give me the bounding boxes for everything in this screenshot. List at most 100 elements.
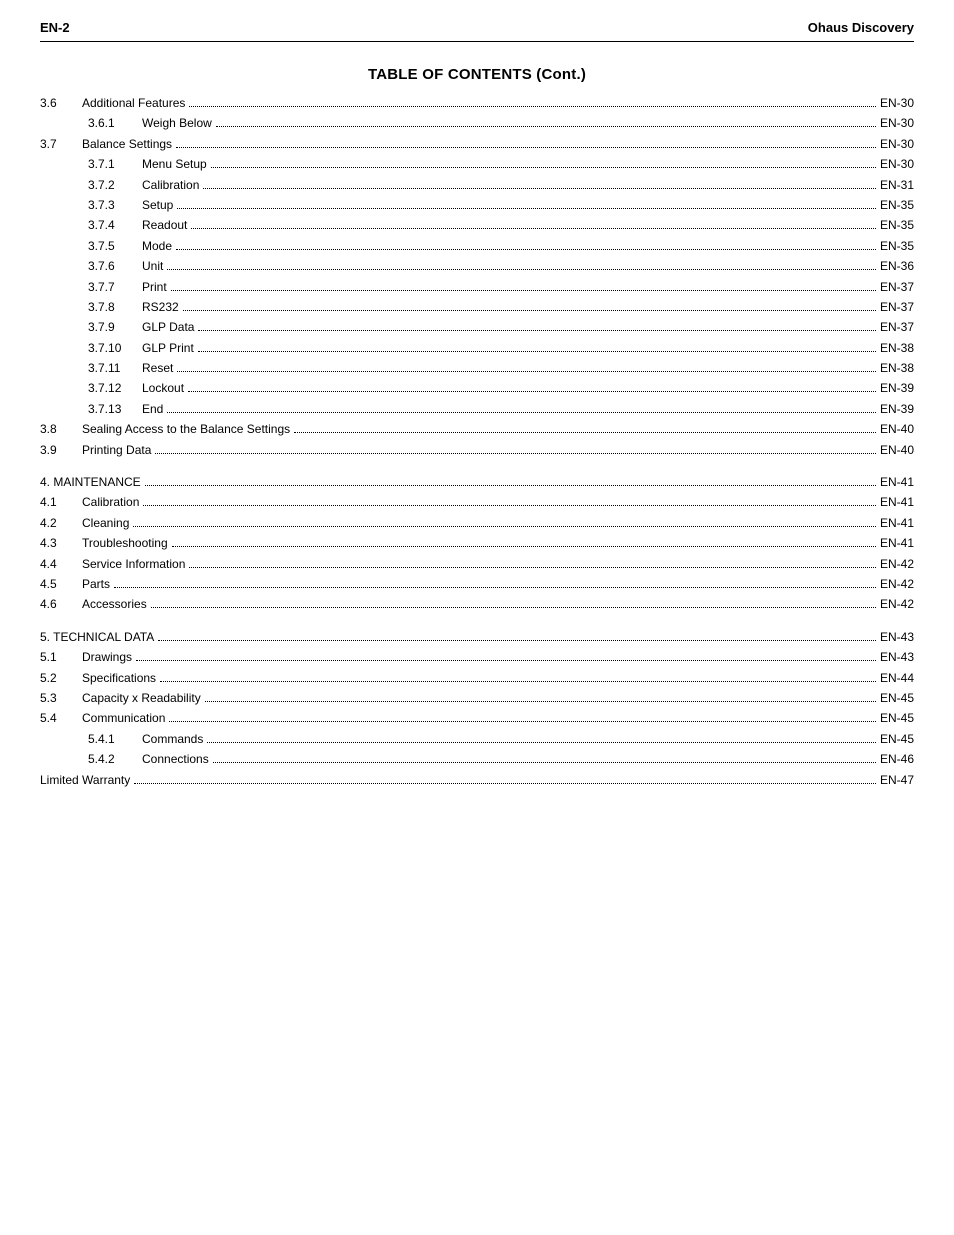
toc-leader-dots (177, 208, 876, 209)
toc-row: 3.7.13EndEN-39 (40, 399, 914, 419)
toc-leader-dots (176, 147, 876, 148)
toc-leader-dots (203, 188, 876, 189)
toc-subnumber: 3.7.10 (88, 338, 142, 358)
toc-page: EN-37 (880, 297, 914, 317)
toc-row: 3.7.1Menu SetupEN-30 (40, 154, 914, 174)
toc-leader-dots (172, 546, 876, 547)
toc-row: 3.7.6Unit EN-36 (40, 256, 914, 276)
toc-subnumber: 3.7.4 (88, 215, 142, 235)
toc-label: RS232 (142, 297, 179, 317)
page-header: EN-2 Ohaus Discovery (40, 20, 914, 42)
toc-leader-dots (145, 485, 876, 486)
toc-leader-dots (155, 453, 876, 454)
toc-row: 5. TECHNICAL DATA EN-43 (40, 627, 914, 647)
toc-row: 5.3Capacity x ReadabilityEN-45 (40, 688, 914, 708)
toc-page: EN-41 (880, 513, 914, 533)
toc-page: EN-30 (880, 134, 914, 154)
toc-page: EN-40 (880, 440, 914, 460)
toc-row: 5.4.1Commands EN-45 (40, 729, 914, 749)
toc-leader-dots (207, 742, 876, 743)
toc-leader-dots (169, 721, 876, 722)
toc-row: 5.4.2ConnectionsEN-46 (40, 749, 914, 769)
toc-page: EN-38 (880, 358, 914, 378)
toc-row: 3.7.5ModeEN-35 (40, 236, 914, 256)
toc-leader-dots (134, 783, 876, 784)
toc-label: Unit (142, 256, 163, 276)
toc-row: 3.7.7PrintEN-37 (40, 277, 914, 297)
toc-row: 3.9Printing DataEN-40 (40, 440, 914, 460)
toc-leader-dots (198, 351, 876, 352)
toc-leader-dots (189, 106, 876, 107)
toc-label: Troubleshooting (82, 533, 168, 553)
toc-subnumber: 3.7.7 (88, 277, 142, 297)
toc-page: EN-30 (880, 154, 914, 174)
toc-row: 3.7Balance SettingsEN-30 (40, 134, 914, 154)
toc-subnumber: 3.7.3 (88, 195, 142, 215)
toc-page: EN-47 (880, 770, 914, 790)
toc-page: EN-43 (880, 627, 914, 647)
toc-leader-dots (216, 126, 876, 127)
toc-label: GLP Data (142, 317, 194, 337)
toc-subnumber: 3.7.13 (88, 399, 142, 419)
toc-row: 3.8Sealing Access to the Balance Setting… (40, 419, 914, 439)
toc-label: Drawings (82, 647, 132, 667)
toc-number: 3.8 (40, 419, 82, 439)
toc-label: GLP Print (142, 338, 194, 358)
toc-page: EN-46 (880, 749, 914, 769)
toc-label: 5. TECHNICAL DATA (40, 627, 154, 647)
toc-row: 3.7.9GLP DataEN-37 (40, 317, 914, 337)
toc-row: 3.7.3Setup EN-35 (40, 195, 914, 215)
toc-page: EN-41 (880, 472, 914, 492)
toc-leader-dots (158, 640, 876, 641)
toc-row: 4.1CalibrationEN-41 (40, 492, 914, 512)
toc-row: 3.7.8RS232 EN-37 (40, 297, 914, 317)
toc-leader-dots (183, 310, 876, 311)
toc-label: Cleaning (82, 513, 129, 533)
toc-subnumber: 3.7.2 (88, 175, 142, 195)
toc-page: EN-42 (880, 554, 914, 574)
toc-label: Additional Features (82, 93, 185, 113)
toc-page: EN-45 (880, 708, 914, 728)
toc-row: 3.6Additional FeaturesEN-30 (40, 93, 914, 113)
toc-row: 3.7.12LockoutEN-39 (40, 378, 914, 398)
toc-leader-dots (198, 330, 876, 331)
toc-row: 3.7.2CalibrationEN-31 (40, 175, 914, 195)
toc-subnumber: 3.7.5 (88, 236, 142, 256)
toc-label: Print (142, 277, 167, 297)
toc-subnumber: 5.4.1 (88, 729, 142, 749)
toc-page: EN-41 (880, 533, 914, 553)
toc-page: EN-36 (880, 256, 914, 276)
toc-page: EN-39 (880, 378, 914, 398)
toc-subnumber: 3.7.8 (88, 297, 142, 317)
toc-leader-dots (160, 681, 876, 682)
toc-label: Mode (142, 236, 172, 256)
toc-label: Parts (82, 574, 110, 594)
toc-leader-dots (294, 432, 876, 433)
toc-label: Lockout (142, 378, 184, 398)
toc-gap (40, 460, 914, 472)
toc-number: 5.4 (40, 708, 82, 728)
toc-leader-dots (167, 269, 876, 270)
toc-number: 5.3 (40, 688, 82, 708)
toc-page: EN-35 (880, 195, 914, 215)
toc-subnumber: 3.7.11 (88, 358, 142, 378)
toc-leader-dots (143, 505, 876, 506)
toc-page: EN-44 (880, 668, 914, 688)
toc-row: 4. MAINTENANCEEN-41 (40, 472, 914, 492)
toc-page: EN-39 (880, 399, 914, 419)
toc-page: EN-41 (880, 492, 914, 512)
toc-gap (40, 615, 914, 627)
toc-subnumber: 3.7.1 (88, 154, 142, 174)
toc-label: Weigh Below (142, 113, 212, 133)
toc-subnumber: 3.7.6 (88, 256, 142, 276)
toc-row: 4.2CleaningEN-41 (40, 513, 914, 533)
toc-label: Accessories (82, 594, 147, 614)
toc-label: Commands (142, 729, 203, 749)
toc-number: 4.5 (40, 574, 82, 594)
toc-leader-dots (211, 167, 876, 168)
toc-label: Printing Data (82, 440, 151, 460)
toc-page: EN-45 (880, 729, 914, 749)
toc-number: 5.1 (40, 647, 82, 667)
toc-label: Setup (142, 195, 173, 215)
toc-page: EN-31 (880, 175, 914, 195)
